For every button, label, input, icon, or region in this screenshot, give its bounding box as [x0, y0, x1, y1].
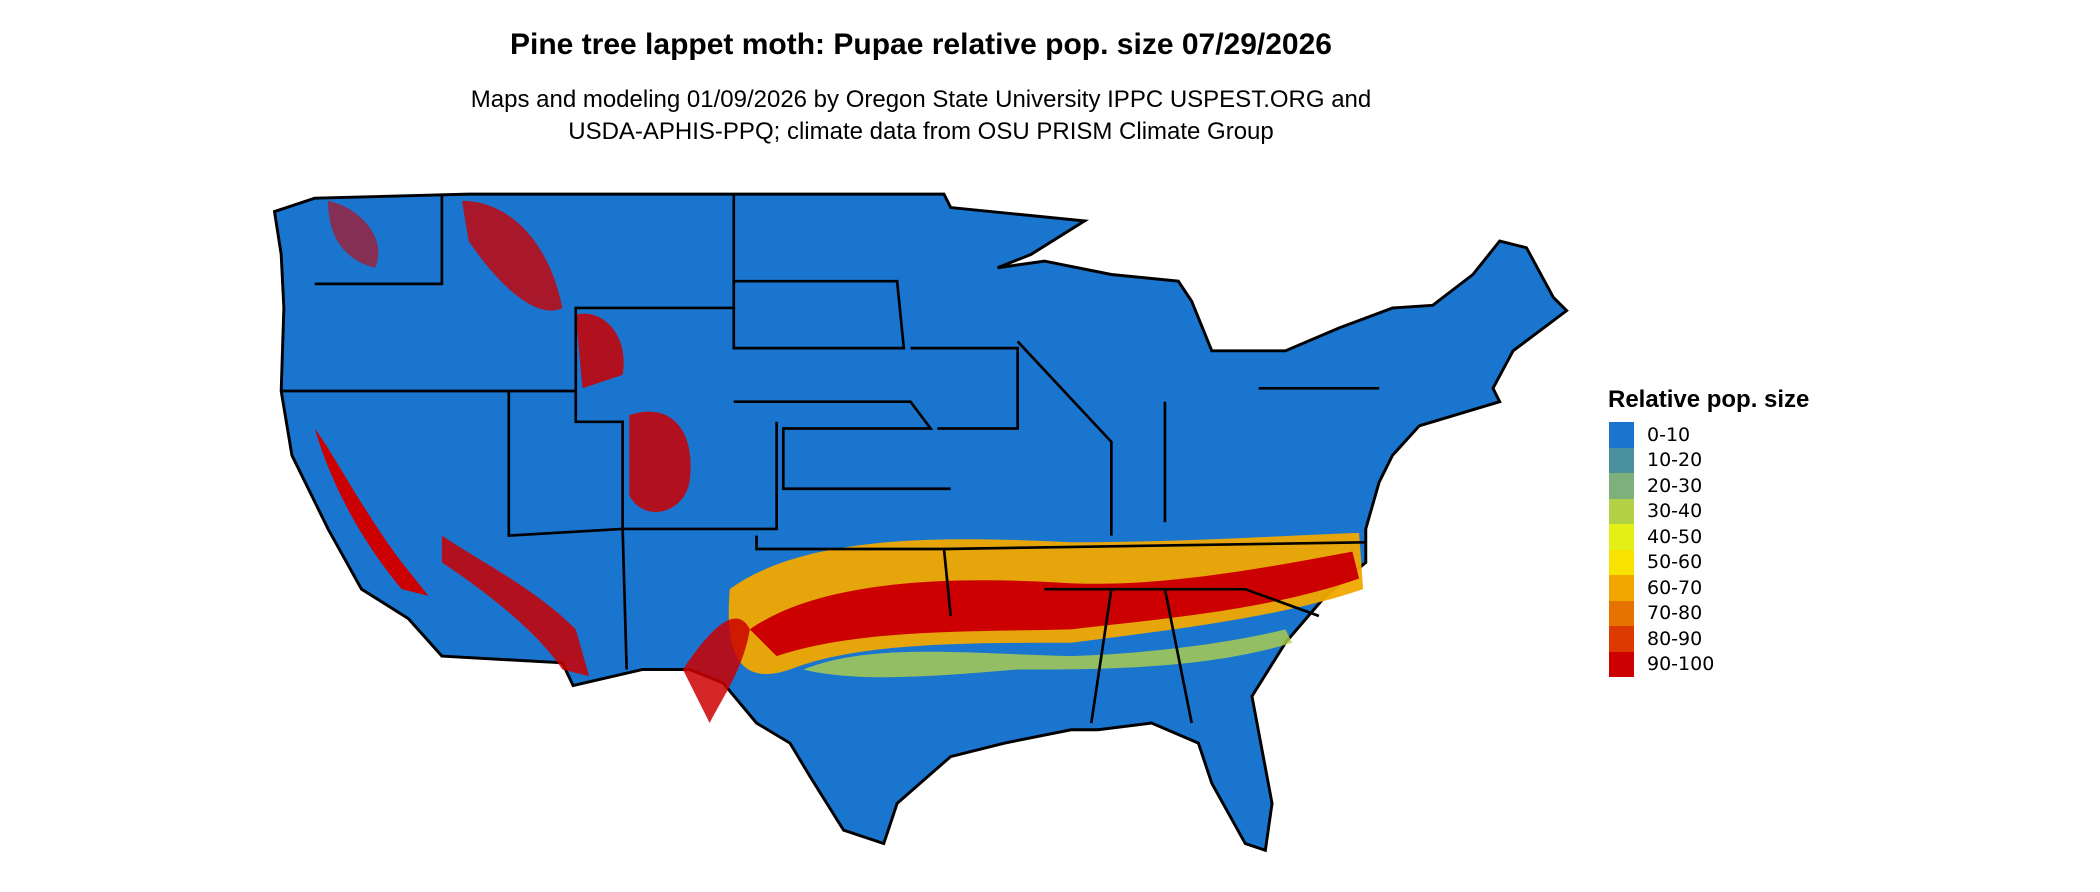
band-90-100 [749, 551, 1360, 657]
legend-item: 10-20 [1609, 447, 1809, 473]
patch-arizona-nm [441, 535, 590, 677]
legend-item: 90-100 [1609, 651, 1809, 677]
legend-label: 10-20 [1647, 449, 1703, 472]
legend-swatch [1609, 447, 1634, 473]
legend-item: 70-80 [1609, 600, 1809, 626]
legend-swatch [1609, 473, 1634, 499]
legend-item: 60-70 [1609, 575, 1809, 601]
legend-swatch [1609, 575, 1634, 601]
patch-colorado [629, 411, 691, 512]
legend-label: 50-60 [1647, 551, 1703, 574]
legend-label: 40-50 [1647, 525, 1703, 548]
legend: Relative pop. size 0-10 10-20 20-30 30-40 40… [1608, 386, 1810, 677]
legend-label: 80-90 [1647, 627, 1703, 650]
legend-label: 90-100 [1647, 653, 1715, 676]
legend-item: 80-90 [1609, 626, 1809, 652]
legend-item: 40-50 [1609, 524, 1809, 550]
legend-item: 30-40 [1609, 498, 1809, 524]
patch-wyoming [575, 313, 624, 389]
legend-item: 20-30 [1609, 473, 1809, 499]
legend-label: 70-80 [1647, 602, 1703, 625]
legend-label: 60-70 [1647, 576, 1703, 599]
patch-california [314, 428, 429, 596]
legend-label: 0-10 [1647, 423, 1691, 446]
legend-label: 30-40 [1647, 500, 1703, 523]
chart-title: Pine tree lappet moth: Pupae relative po… [510, 28, 1332, 61]
legend-title: Relative pop. size [1608, 386, 1810, 413]
patch-texas [682, 618, 750, 724]
patch-idaho-montana [461, 200, 563, 311]
us-outline [272, 192, 1569, 853]
patch-washington [328, 200, 379, 268]
subtitle-line-1: Maps and modeling 01/09/2026 by Oregon S… [470, 86, 1372, 113]
legend-swatch [1609, 626, 1634, 652]
legend-swatch [1609, 524, 1634, 550]
legend-swatch [1609, 549, 1634, 575]
chart-subtitle: Maps and modeling 01/09/2026 by Oregon S… [0, 84, 1842, 148]
legend-item: 0-10 [1609, 422, 1809, 448]
subtitle-line-2: USDA-APHIS-PPQ; climate data from OSU PR… [568, 118, 1274, 145]
state-boundaries [281, 194, 1380, 724]
legend-item: 50-60 [1609, 549, 1809, 575]
legend-swatch [1609, 498, 1634, 524]
legend-swatch [1609, 651, 1634, 677]
legend-swatch [1609, 422, 1634, 448]
band-30-40 [803, 629, 1293, 678]
legend-label: 20-30 [1647, 474, 1703, 497]
legend-swatch [1609, 600, 1634, 626]
